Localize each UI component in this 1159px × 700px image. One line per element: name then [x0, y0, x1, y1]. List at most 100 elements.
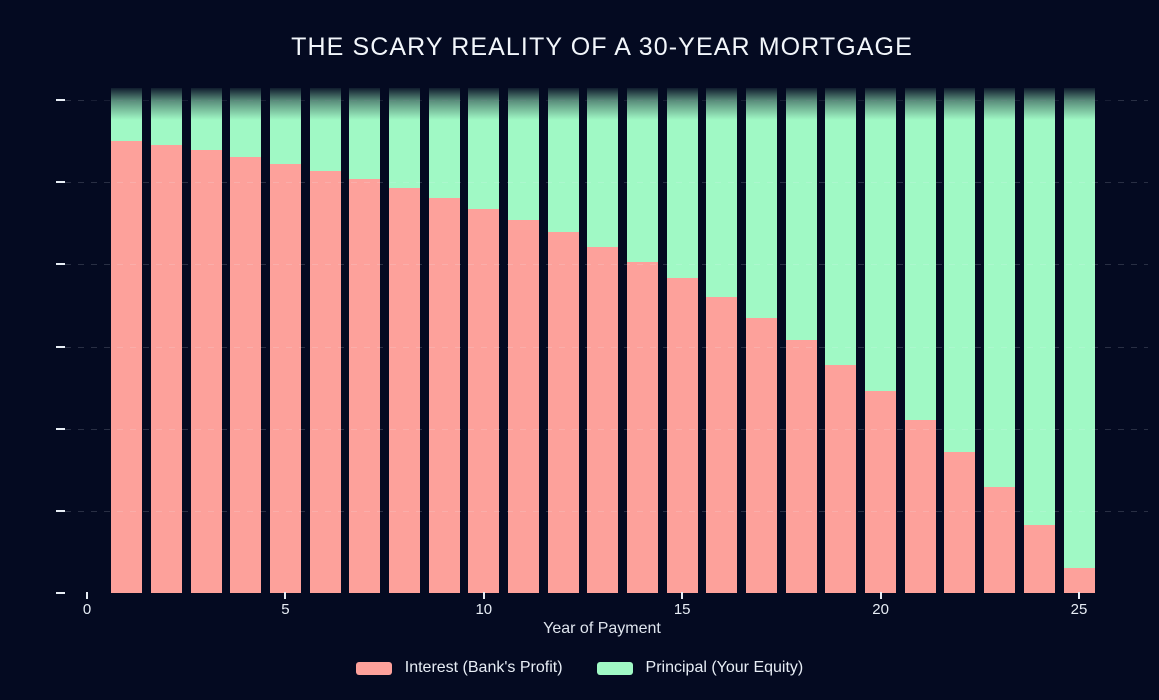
- bar-year-16: [706, 88, 738, 593]
- x-tick-label: 15: [673, 601, 691, 618]
- interest-segment: [507, 219, 539, 593]
- interest-segment: [587, 246, 619, 593]
- y-tick-mark: [56, 427, 65, 430]
- x-tick-label: 25: [1070, 601, 1088, 618]
- interest-segment: [309, 170, 341, 593]
- gridline: [65, 428, 1148, 430]
- principal-segment: [190, 88, 222, 151]
- x-tick-mark: [86, 592, 88, 599]
- y-tick-mark: [56, 181, 65, 184]
- interest-segment: [547, 231, 579, 593]
- interest-segment: [349, 178, 381, 593]
- principal-segment: [825, 88, 857, 365]
- principal-segment: [865, 88, 897, 391]
- bar-year-24: [1023, 88, 1055, 593]
- bar-year-8: [388, 88, 420, 593]
- interest-segment: [666, 277, 698, 593]
- y-tick-mark: [56, 263, 65, 266]
- x-tick-mark: [681, 592, 684, 599]
- principal-segment: [706, 88, 738, 298]
- legend-item-principal: Principal (Your Equity): [596, 659, 803, 677]
- bar-year-1: [111, 88, 143, 593]
- x-axis-title: Year of Payment: [543, 620, 661, 637]
- bar-year-6: [309, 88, 341, 593]
- bar-year-10: [468, 88, 500, 593]
- interest-segment: [1023, 524, 1055, 593]
- principal-segment: [627, 88, 659, 263]
- interest-segment: [984, 486, 1016, 593]
- bar-year-21: [904, 88, 936, 593]
- interest-segment: [388, 187, 420, 593]
- interest-segment: [190, 150, 222, 593]
- interest-segment: [944, 452, 976, 593]
- principal-segment: [388, 88, 420, 188]
- gridline: [65, 510, 1148, 512]
- principal-segment: [547, 88, 579, 232]
- bar-year-11: [507, 88, 539, 593]
- interest-segment: [785, 340, 817, 593]
- y-tick-mark: [56, 592, 65, 594]
- bar-year-15: [666, 88, 698, 593]
- interest-segment: [904, 419, 936, 593]
- principal-segment: [230, 88, 262, 157]
- gridline: [65, 182, 1148, 184]
- interest-segment: [150, 144, 182, 593]
- interest-segment: [111, 141, 143, 593]
- x-tick-label: 10: [475, 601, 493, 618]
- bar-year-7: [349, 88, 381, 593]
- legend-label-interest: Interest (Bank's Profit): [404, 659, 563, 676]
- principal-segment: [984, 88, 1016, 487]
- principal-swatch: [596, 661, 633, 675]
- gridline: [65, 100, 1148, 101]
- interest-segment: [1063, 567, 1095, 593]
- interest-swatch: [355, 661, 392, 675]
- principal-segment: [587, 88, 619, 247]
- bar-year-12: [547, 88, 579, 593]
- x-tick-mark: [482, 592, 485, 599]
- bar-year-17: [746, 88, 778, 593]
- bar-year-13: [587, 88, 619, 593]
- bar-year-5: [269, 88, 301, 593]
- legend-item-interest: Interest (Bank's Profit): [355, 659, 563, 677]
- gridline: [65, 346, 1148, 348]
- x-tick-mark: [879, 592, 882, 599]
- bar-year-2: [150, 88, 182, 593]
- interest-segment: [269, 163, 301, 593]
- y-tick-mark: [56, 345, 65, 348]
- bar-year-19: [825, 88, 857, 593]
- interest-segment: [706, 297, 738, 593]
- principal-segment: [468, 88, 500, 210]
- bar-year-25: [1063, 88, 1095, 593]
- principal-segment: [944, 88, 976, 453]
- x-tick-mark: [1078, 592, 1080, 599]
- bar-year-3: [190, 88, 222, 593]
- y-tick-mark: [56, 99, 65, 101]
- principal-segment: [507, 88, 539, 220]
- principal-segment: [1023, 88, 1055, 525]
- interest-segment: [825, 364, 857, 593]
- bar-year-22: [944, 88, 976, 593]
- principal-segment: [1063, 88, 1095, 568]
- bar-year-14: [627, 88, 659, 593]
- principal-segment: [150, 88, 182, 145]
- interest-segment: [468, 209, 500, 593]
- interest-segment: [428, 198, 460, 593]
- interest-segment: [230, 156, 262, 593]
- bar-year-23: [984, 88, 1016, 593]
- x-tick-label: 5: [281, 601, 290, 618]
- interest-segment: [746, 317, 778, 593]
- bar-year-20: [865, 88, 897, 593]
- principal-segment: [785, 88, 817, 340]
- bar-year-4: [230, 88, 262, 593]
- principal-segment: [349, 88, 381, 179]
- principal-segment: [904, 88, 936, 420]
- gridline: [65, 264, 1148, 266]
- bar-year-9: [428, 88, 460, 593]
- legend: Interest (Bank's Profit) Principal (Your…: [0, 655, 1159, 681]
- principal-segment: [746, 88, 778, 318]
- principal-segment: [111, 88, 143, 142]
- interest-segment: [627, 262, 659, 593]
- interest-segment: [865, 391, 897, 593]
